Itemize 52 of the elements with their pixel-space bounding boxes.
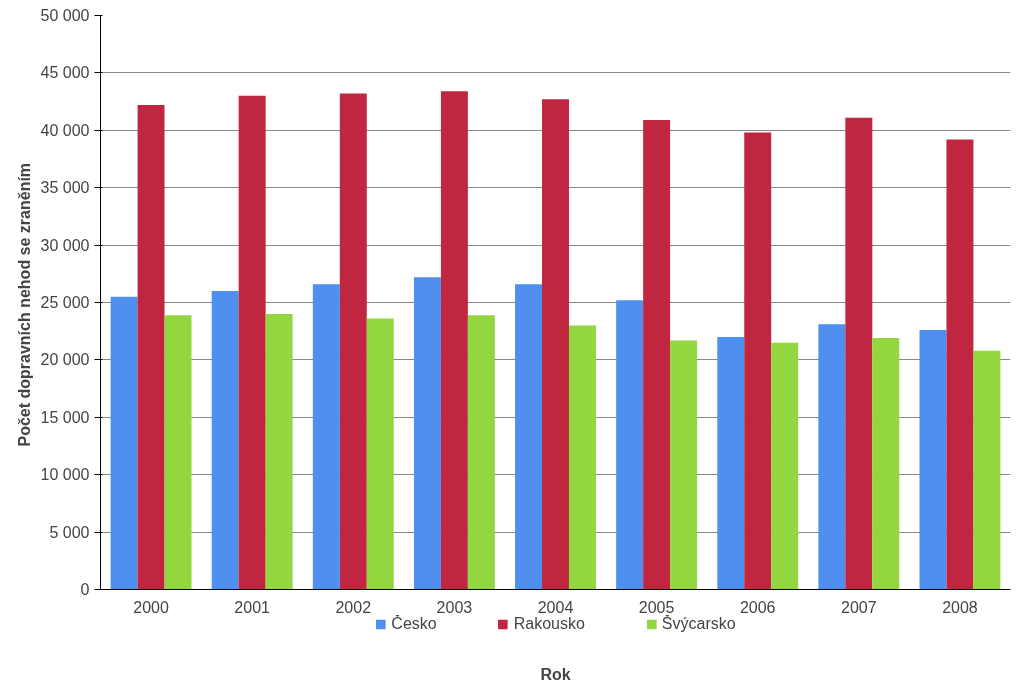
x-tick-label: 2005 [638, 598, 675, 616]
x-tick-label: 2004 [537, 598, 574, 616]
x-tick-label: 2008 [942, 598, 978, 616]
y-tick-label: 5 000 [49, 523, 90, 541]
bar [616, 300, 644, 590]
bar [845, 117, 873, 590]
bar [467, 315, 495, 590]
bar [744, 132, 772, 590]
x-tick-label: 2006 [739, 598, 776, 616]
y-tick-label: 35 000 [40, 179, 90, 197]
y-axis-title: Počet dopravních nehod se zraněním [15, 162, 33, 447]
bar [872, 338, 900, 590]
legend-label: Švýcarsko [661, 615, 736, 633]
bar [339, 93, 367, 590]
y-tick-label: 45 000 [40, 64, 90, 82]
x-tick-label: 2001 [234, 598, 271, 616]
bar [818, 324, 846, 590]
x-tick-label: 2007 [841, 598, 877, 616]
bar [717, 336, 745, 590]
bar [919, 330, 947, 590]
bar [440, 91, 468, 590]
bar [238, 95, 266, 590]
x-tick-label: 2000 [133, 598, 169, 616]
x-tick-label: 2002 [335, 598, 372, 616]
y-tick-label: 20 000 [40, 351, 90, 369]
bar [515, 284, 543, 590]
y-tick-label: 25 000 [40, 294, 90, 311]
y-tick-label: 30 000 [40, 236, 90, 254]
x-axis-title: Rok [540, 665, 571, 683]
bar [973, 350, 1001, 590]
bar [542, 99, 569, 590]
bar [164, 315, 192, 590]
bar [312, 284, 340, 590]
bar [771, 342, 799, 590]
bar [366, 318, 394, 590]
bar [946, 139, 974, 590]
y-tick-label: 10 000 [40, 466, 90, 484]
bar [413, 277, 441, 590]
bar [211, 291, 239, 590]
y-tick-label: 40 000 [40, 121, 90, 139]
legend-label: Rakousko [513, 615, 585, 633]
y-tick-label: 0 [80, 581, 90, 598]
bar [643, 119, 671, 590]
x-tick-label: 2003 [436, 598, 473, 616]
bar [568, 325, 596, 590]
legend-label: Česko [391, 615, 437, 633]
bar [670, 340, 698, 590]
bar [110, 296, 138, 590]
bar [137, 105, 165, 590]
y-tick-label: 15 000 [40, 408, 90, 426]
y-tick-label: 50 000 [40, 7, 90, 24]
bar [265, 313, 293, 590]
